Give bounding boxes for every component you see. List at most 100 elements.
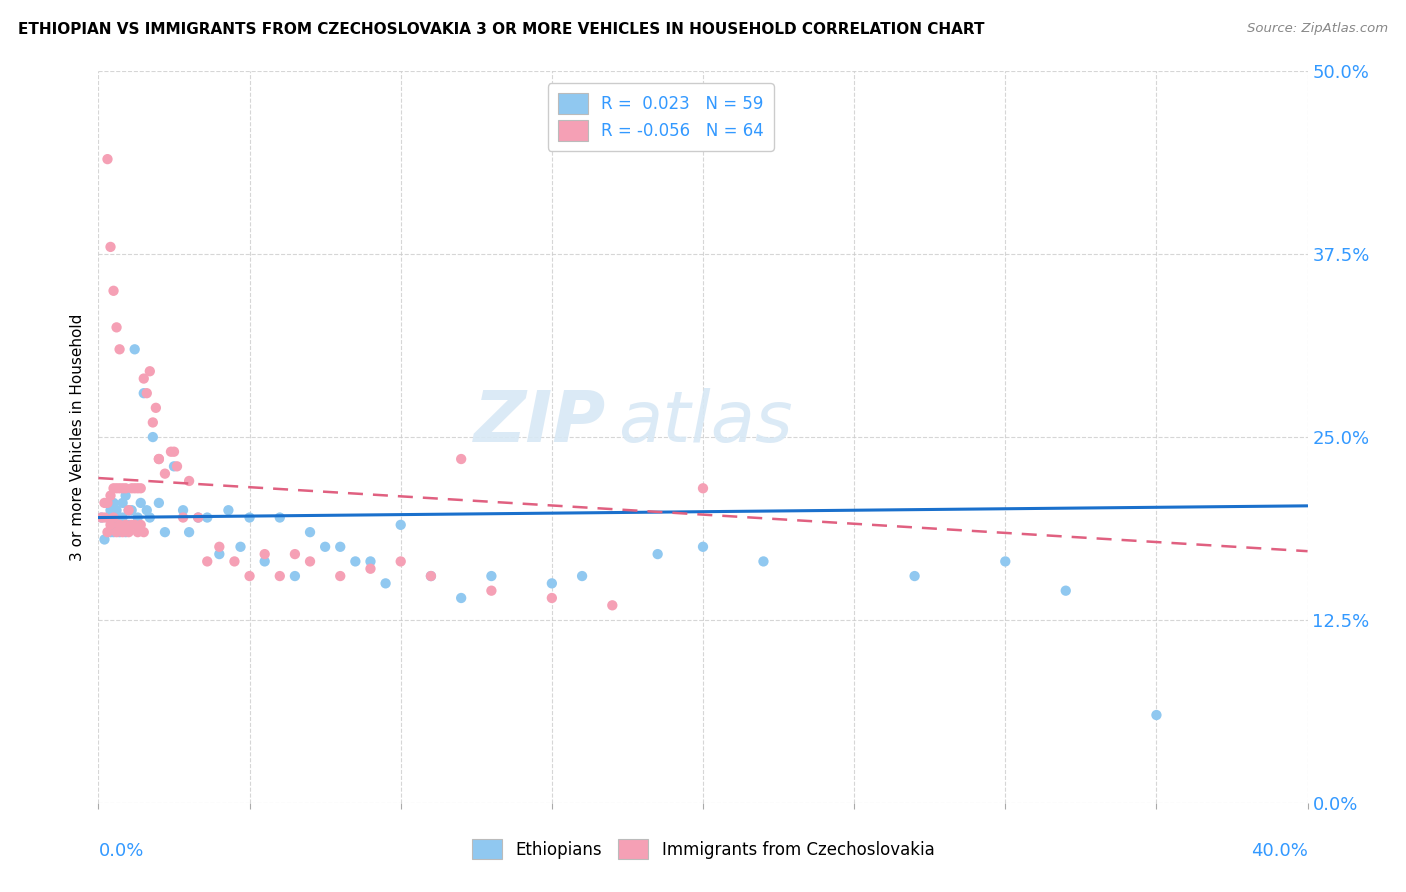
Point: [129, 496, 152, 510]
Point: [329, 569, 352, 583]
Point: [129, 481, 152, 495]
Point: [166, 459, 188, 474]
Point: [108, 525, 131, 540]
Point: [344, 554, 367, 568]
Point: [299, 554, 322, 568]
Point: [195, 510, 218, 524]
Point: [135, 503, 157, 517]
Point: [90, 510, 112, 524]
Point: [124, 481, 146, 495]
Legend: Ethiopians, Immigrants from Czechoslovakia: Ethiopians, Immigrants from Czechoslovak…: [464, 830, 942, 868]
Point: [114, 525, 136, 540]
Point: [360, 554, 382, 568]
Point: [692, 481, 714, 495]
Point: [105, 525, 128, 540]
Point: [571, 569, 593, 583]
Text: ZIP: ZIP: [474, 388, 606, 457]
Point: [374, 576, 396, 591]
Point: [299, 525, 322, 540]
Point: [111, 496, 134, 510]
Point: [217, 503, 239, 517]
Point: [118, 517, 141, 532]
Point: [284, 569, 307, 583]
Point: [93, 496, 115, 510]
Point: [904, 569, 927, 583]
Point: [96, 152, 118, 166]
Point: [96, 496, 118, 510]
Point: [420, 569, 443, 583]
Y-axis label: 3 or more Vehicles in Household: 3 or more Vehicles in Household: [70, 313, 86, 561]
Point: [108, 481, 131, 495]
Point: [103, 496, 125, 510]
Point: [111, 525, 134, 540]
Point: [163, 444, 186, 458]
Point: [208, 540, 231, 554]
Point: [1054, 583, 1077, 598]
Point: [1144, 708, 1167, 723]
Point: [389, 554, 412, 568]
Point: [540, 576, 562, 591]
Point: [100, 517, 122, 532]
Point: [195, 554, 218, 568]
Point: [118, 503, 141, 517]
Point: [540, 591, 562, 605]
Point: [93, 533, 115, 547]
Point: [103, 510, 125, 524]
Point: [420, 569, 443, 583]
Point: [450, 452, 472, 467]
Point: [111, 481, 134, 495]
Point: [163, 459, 186, 474]
Point: [100, 240, 122, 254]
Point: [329, 540, 352, 554]
Point: [139, 364, 162, 378]
Point: [100, 525, 122, 540]
Point: [602, 599, 624, 613]
Point: [105, 517, 128, 532]
Point: [118, 525, 141, 540]
Point: [647, 547, 669, 561]
Point: [121, 517, 143, 532]
Point: [179, 474, 201, 488]
Point: [108, 510, 131, 524]
Point: [239, 569, 262, 583]
Text: ETHIOPIAN VS IMMIGRANTS FROM CZECHOSLOVAKIA 3 OR MORE VEHICLES IN HOUSEHOLD CORR: ETHIOPIAN VS IMMIGRANTS FROM CZECHOSLOVA…: [18, 22, 984, 37]
Point: [148, 452, 170, 467]
Point: [129, 517, 152, 532]
Point: [389, 517, 412, 532]
Point: [127, 525, 149, 540]
Point: [692, 540, 714, 554]
Point: [103, 284, 125, 298]
Point: [121, 481, 143, 495]
Point: [284, 547, 307, 561]
Point: [172, 510, 194, 524]
Point: [114, 489, 136, 503]
Point: [153, 467, 176, 481]
Point: [105, 481, 128, 495]
Point: [752, 554, 775, 568]
Point: [481, 569, 503, 583]
Point: [481, 583, 503, 598]
Point: [229, 540, 252, 554]
Text: 40.0%: 40.0%: [1251, 842, 1308, 860]
Point: [172, 503, 194, 517]
Point: [145, 401, 167, 415]
Point: [450, 591, 472, 605]
Point: [114, 481, 136, 495]
Point: [103, 525, 125, 540]
Point: [132, 386, 155, 401]
Point: [132, 525, 155, 540]
Point: [139, 510, 162, 524]
Text: Source: ZipAtlas.com: Source: ZipAtlas.com: [1247, 22, 1388, 36]
Point: [96, 510, 118, 524]
Point: [224, 554, 246, 568]
Point: [96, 525, 118, 540]
Point: [111, 510, 134, 524]
Point: [148, 496, 170, 510]
Point: [93, 510, 115, 524]
Point: [187, 510, 209, 524]
Point: [124, 343, 146, 357]
Point: [187, 510, 209, 524]
Point: [208, 547, 231, 561]
Point: [179, 525, 201, 540]
Point: [118, 503, 141, 517]
